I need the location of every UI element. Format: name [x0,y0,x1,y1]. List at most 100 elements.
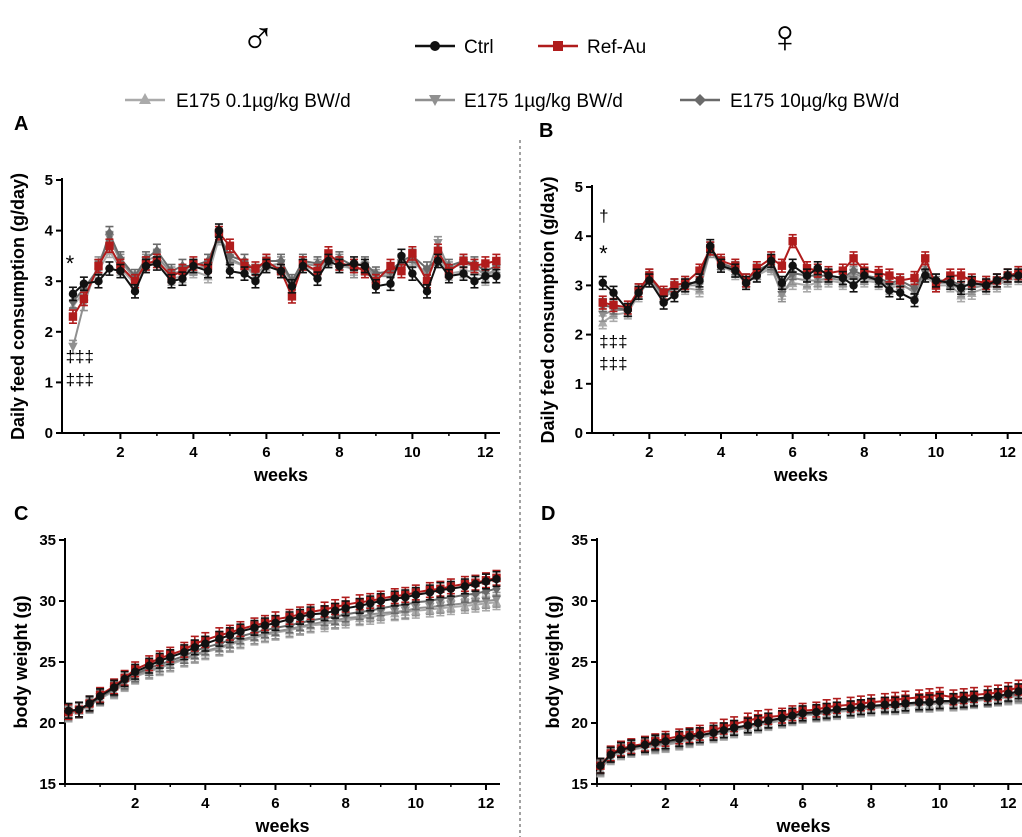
data-point [609,288,618,297]
data-point [596,761,605,770]
data-point [152,259,162,268]
data-point [459,269,468,278]
significance-annotation: ‡‡‡ [599,354,627,373]
data-point [68,312,78,321]
data-point [969,694,979,703]
data-point [992,276,1002,285]
panel-label: D [541,503,555,525]
data-point [1003,271,1012,280]
y-tick-label: 1 [575,376,583,393]
data-point [659,288,668,297]
data-point [935,696,944,706]
data-point [640,740,650,750]
data-point [250,623,259,633]
y-tick-label: 5 [575,179,583,196]
y-tick-label: 35 [571,532,588,549]
series-ctrl [64,570,501,719]
x-tick-label: 10 [404,444,421,461]
data-point [716,261,726,270]
y-tick-label: 30 [571,593,588,610]
data-point [491,595,502,605]
data-point [68,296,78,307]
data-point [616,745,626,755]
x-tick-label: 6 [271,795,279,812]
x-tick-label: 4 [201,795,210,812]
data-point [105,227,114,239]
data-point [598,278,607,288]
data-point [366,599,375,608]
data-point [155,656,164,665]
x-tick-label: 2 [661,795,669,812]
y-tick-label: 3 [45,273,53,290]
y-tick-label: 2 [45,324,53,341]
data-point [719,726,729,735]
data-point [993,691,1003,701]
data-point [397,266,406,276]
data-point [931,276,941,285]
x-tick-label: 10 [931,795,948,812]
data-point [874,268,883,278]
panel-label: A [14,113,28,135]
y-tick-label: 2 [575,327,583,344]
data-point [860,271,869,280]
x-tick-label: 4 [730,795,739,812]
legend-label-ctrl: Ctrl [464,37,494,58]
data-point [411,590,421,600]
data-point [481,271,490,281]
data-point [645,276,654,285]
data-point [788,261,797,270]
data-point [355,601,364,611]
x-tick-label: 6 [798,795,806,812]
data-point [260,621,270,630]
data-point [105,264,114,273]
significance-annotation: ‡‡‡ [599,332,627,351]
data-point [967,278,977,288]
data-point [802,271,812,280]
data-point [376,596,385,606]
data-point [623,305,633,315]
legend: ♂ ♀ Ctrl Ref-Au E175 0.1µg/kg BW/d E175 … [125,10,899,112]
data-point [422,277,432,286]
data-point [433,246,443,256]
data-point [695,266,704,275]
data-point [874,276,883,285]
data-point [471,588,480,599]
legend-marker-e175-1 [429,95,441,106]
data-point [215,634,224,644]
series-layer [595,679,1022,778]
series-ctrl [68,223,501,302]
data-point [729,723,739,733]
data-point [397,251,406,261]
data-point [849,281,858,290]
data-point [695,731,705,740]
data-point [788,267,797,279]
data-point [813,263,822,273]
data-point [802,263,812,273]
data-point [152,245,162,257]
data-point [743,721,753,730]
data-point [470,277,479,286]
data-point [651,738,660,747]
data-point [766,256,776,265]
data-point [425,595,435,607]
data-point [598,298,607,307]
data-point [240,261,249,271]
data-point [141,261,151,271]
data-point [822,706,831,715]
data-point [777,291,787,301]
x-tick-label: 6 [262,444,270,461]
data-point [849,254,858,263]
series-ctrl [598,238,1022,318]
x-tick-label: 8 [867,795,875,812]
data-point [85,699,94,708]
data-point [144,661,154,670]
data-point [885,271,894,280]
data-point [777,261,787,270]
y-tick-label: 25 [39,654,56,671]
data-point [777,278,787,288]
data-point [752,263,762,273]
x-axis-title: weeks [253,465,308,485]
data-point [271,618,280,628]
